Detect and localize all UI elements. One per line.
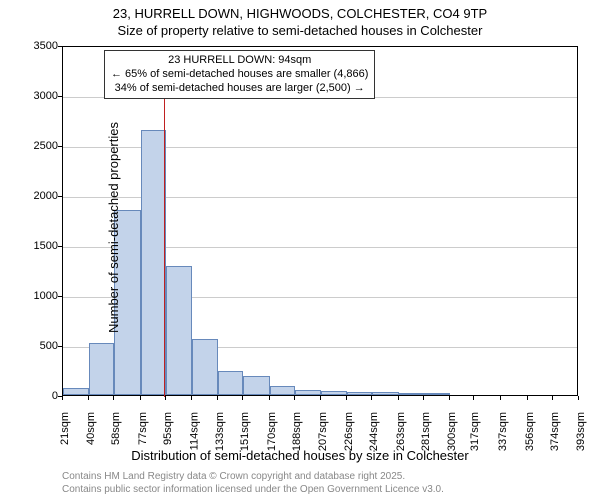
x-tick-mark bbox=[527, 396, 528, 400]
y-tick-label: 1000 bbox=[34, 290, 58, 302]
x-tick-mark bbox=[552, 396, 553, 400]
y-tick-label: 1500 bbox=[34, 240, 58, 252]
x-tick-mark bbox=[269, 396, 270, 400]
x-tick-mark bbox=[320, 396, 321, 400]
histogram-bar bbox=[63, 388, 89, 395]
x-tick-mark bbox=[500, 396, 501, 400]
x-tick-mark bbox=[423, 396, 424, 400]
x-tick-mark bbox=[371, 396, 372, 400]
x-tick-mark bbox=[346, 396, 347, 400]
x-tick-mark bbox=[88, 396, 89, 400]
x-tick-label: 226sqm bbox=[343, 412, 355, 451]
x-tick-mark bbox=[449, 396, 450, 400]
x-tick-label: 170sqm bbox=[266, 412, 278, 451]
callout-line-1: 23 HURRELL DOWN: 94sqm bbox=[111, 54, 368, 68]
x-tick-mark bbox=[294, 396, 295, 400]
x-tick-label: 281sqm bbox=[420, 412, 432, 451]
x-tick-label: 374sqm bbox=[549, 412, 561, 451]
x-tick-label: 133sqm bbox=[214, 412, 226, 451]
histogram-bar bbox=[192, 339, 218, 395]
x-tick-label: 317sqm bbox=[470, 412, 482, 451]
attribution-line-1: Contains HM Land Registry data © Crown c… bbox=[62, 470, 444, 483]
x-tick-mark bbox=[62, 396, 63, 400]
marker-line bbox=[164, 95, 165, 397]
histogram-bar bbox=[141, 130, 166, 395]
x-tick-label: 77sqm bbox=[137, 412, 149, 445]
histogram-bar bbox=[424, 393, 450, 395]
y-tick-mark bbox=[58, 296, 62, 297]
y-tick-label: 2500 bbox=[34, 140, 58, 152]
x-tick-mark bbox=[578, 396, 579, 400]
x-tick-label: 337sqm bbox=[497, 412, 509, 451]
x-tick-label: 300sqm bbox=[446, 412, 458, 451]
x-tick-label: 188sqm bbox=[291, 412, 303, 451]
x-tick-mark bbox=[191, 396, 192, 400]
histogram-bar bbox=[399, 393, 424, 395]
y-tick-label: 3500 bbox=[34, 40, 58, 52]
x-tick-mark bbox=[242, 396, 243, 400]
x-tick-label: 21sqm bbox=[59, 412, 71, 445]
y-tick-label: 2000 bbox=[34, 190, 58, 202]
y-tick-label: 3000 bbox=[34, 90, 58, 102]
chart-title-sub: Size of property relative to semi-detach… bbox=[0, 21, 600, 38]
y-tick-label: 500 bbox=[40, 340, 58, 352]
x-tick-mark bbox=[165, 396, 166, 400]
y-tick-mark bbox=[58, 196, 62, 197]
x-tick-mark bbox=[398, 396, 399, 400]
histogram-bar bbox=[347, 392, 372, 396]
x-tick-mark bbox=[113, 396, 114, 400]
y-tick-mark bbox=[58, 246, 62, 247]
histogram-bar bbox=[321, 391, 347, 396]
histogram-bar bbox=[218, 371, 243, 395]
y-tick-mark bbox=[58, 46, 62, 47]
histogram-bar bbox=[295, 390, 321, 396]
x-tick-label: 244sqm bbox=[368, 412, 380, 451]
x-tick-mark bbox=[217, 396, 218, 400]
x-tick-label: 356sqm bbox=[524, 412, 536, 451]
y-axis-label: Number of semi-detached properties bbox=[106, 122, 121, 333]
histogram-bar bbox=[243, 376, 269, 395]
histogram-bar bbox=[372, 392, 398, 396]
x-tick-label: 151sqm bbox=[239, 412, 251, 451]
x-tick-mark bbox=[473, 396, 474, 400]
x-tick-label: 207sqm bbox=[317, 412, 329, 451]
histogram-bar bbox=[270, 386, 295, 395]
x-tick-label: 393sqm bbox=[575, 412, 587, 451]
x-tick-label: 58sqm bbox=[110, 412, 122, 445]
chart-title-main: 23, HURRELL DOWN, HIGHWOODS, COLCHESTER,… bbox=[0, 0, 600, 21]
x-tick-label: 95sqm bbox=[162, 412, 174, 445]
y-tick-mark bbox=[58, 96, 62, 97]
callout-box: 23 HURRELL DOWN: 94sqm← 65% of semi-deta… bbox=[104, 50, 375, 99]
x-tick-label: 263sqm bbox=[395, 412, 407, 451]
x-tick-mark bbox=[140, 396, 141, 400]
y-tick-mark bbox=[58, 146, 62, 147]
y-tick-mark bbox=[58, 346, 62, 347]
attribution-line-2: Contains public sector information licen… bbox=[62, 483, 444, 496]
callout-line-2: ← 65% of semi-detached houses are smalle… bbox=[111, 68, 368, 82]
x-tick-label: 114sqm bbox=[188, 412, 200, 450]
histogram-bar bbox=[166, 266, 192, 395]
attribution: Contains HM Land Registry data © Crown c… bbox=[62, 470, 444, 496]
histogram-bar bbox=[89, 343, 114, 395]
callout-line-3: 34% of semi-detached houses are larger (… bbox=[111, 82, 368, 96]
x-tick-label: 40sqm bbox=[85, 412, 97, 445]
